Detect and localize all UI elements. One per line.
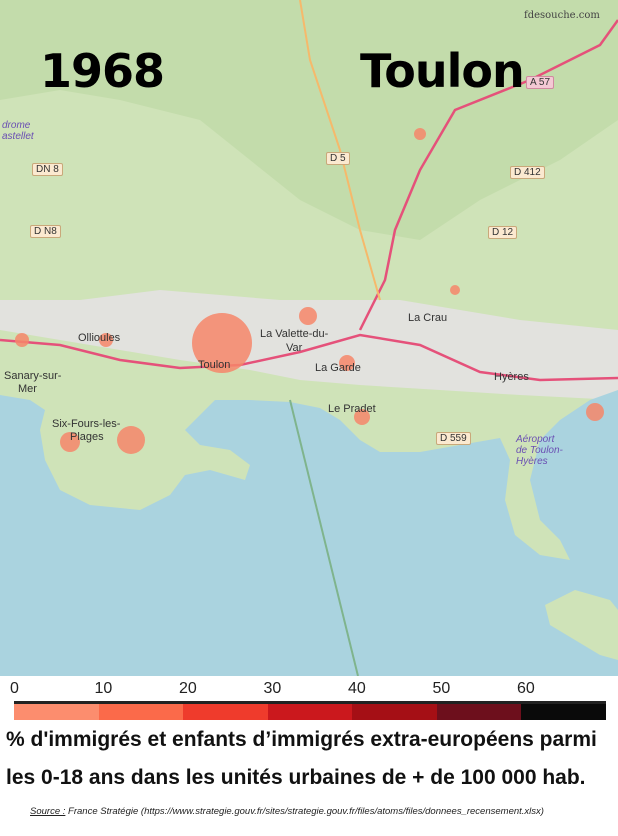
airport-label: astellet bbox=[2, 131, 34, 142]
motorway-a57 bbox=[358, 19, 618, 331]
place-label: La Crau bbox=[408, 312, 448, 324]
boundary-line bbox=[289, 399, 359, 676]
source: Source : France Stratégie (https://www.s… bbox=[30, 806, 544, 817]
caption-line1: % d'immigrés et enfants d’immigrés extra… bbox=[6, 728, 597, 751]
data-bubble[interactable] bbox=[192, 313, 252, 373]
legend-tick: 30 bbox=[263, 680, 282, 697]
caption-line2: les 0-18 ans dans les unités urbaines de… bbox=[6, 766, 586, 789]
legend-tick: 50 bbox=[432, 680, 451, 697]
urban-area bbox=[0, 290, 618, 400]
city-title: Toulon bbox=[360, 44, 525, 98]
place-label: La Garde bbox=[315, 362, 361, 374]
data-bubble[interactable] bbox=[99, 333, 113, 347]
legend-swatch bbox=[14, 704, 99, 720]
legend-tick: 20 bbox=[179, 680, 197, 697]
data-bubble[interactable] bbox=[354, 409, 370, 425]
motorway bbox=[0, 333, 618, 382]
source-label: Source : bbox=[30, 806, 66, 817]
data-bubble[interactable] bbox=[60, 432, 80, 452]
map[interactable] bbox=[0, 0, 618, 676]
place-label: La Valette-du- bbox=[260, 328, 329, 340]
watermark: fdesouche.com bbox=[524, 10, 600, 21]
road-d5 bbox=[299, 0, 381, 301]
legend-tick: 40 bbox=[348, 680, 366, 697]
place-label: Toulon bbox=[198, 359, 231, 371]
airport-label: de Toulon- bbox=[516, 445, 563, 456]
forest-area bbox=[0, 0, 618, 240]
legend-tick: 10 bbox=[94, 680, 113, 697]
legend-swatch bbox=[521, 704, 607, 720]
road-shield: D 559 bbox=[436, 432, 471, 445]
legend-tick: 0 bbox=[10, 680, 19, 697]
place-label: Le Pradet bbox=[328, 403, 376, 415]
place-label: Var bbox=[286, 342, 303, 354]
legend-swatch bbox=[183, 704, 268, 720]
data-bubble[interactable] bbox=[339, 355, 355, 371]
road-shield: DN 8 bbox=[32, 163, 63, 176]
place-label: Hyères bbox=[494, 371, 529, 383]
airport-label: Aéroport bbox=[516, 434, 555, 445]
place-label: Plages bbox=[70, 431, 104, 443]
place-label: Mer bbox=[18, 383, 37, 395]
data-bubble[interactable] bbox=[414, 128, 426, 140]
data-bubble[interactable] bbox=[299, 307, 317, 325]
road-shield: A 57 bbox=[526, 76, 555, 89]
data-bubble[interactable] bbox=[15, 333, 29, 347]
legend-swatch bbox=[267, 704, 353, 720]
data-bubble[interactable] bbox=[586, 403, 604, 421]
island bbox=[545, 590, 618, 660]
legend-swatch bbox=[352, 704, 437, 720]
road-shield: D 412 bbox=[510, 166, 545, 179]
road-shield: D 5 bbox=[326, 152, 350, 165]
source-text: France Stratégie (https://www.strategie.… bbox=[65, 806, 544, 817]
data-bubble[interactable] bbox=[117, 426, 145, 454]
place-label: Six-Fours-les- bbox=[52, 418, 121, 430]
data-bubble[interactable] bbox=[450, 285, 460, 295]
road-shield: D N8 bbox=[30, 225, 61, 238]
airport-label: Hyères bbox=[516, 456, 548, 467]
airport-label: drome bbox=[2, 120, 31, 131]
place-label: Sanary-sur- bbox=[4, 370, 62, 382]
legend-tick: 60 bbox=[517, 680, 535, 697]
road-shield: D 12 bbox=[488, 226, 518, 239]
legend-swatch bbox=[436, 704, 522, 720]
color-scale-bar bbox=[14, 701, 607, 720]
year-title: 1968 bbox=[40, 44, 165, 98]
sea bbox=[0, 390, 618, 676]
legend-swatch bbox=[98, 704, 184, 720]
place-label: Ollioules bbox=[78, 332, 121, 344]
